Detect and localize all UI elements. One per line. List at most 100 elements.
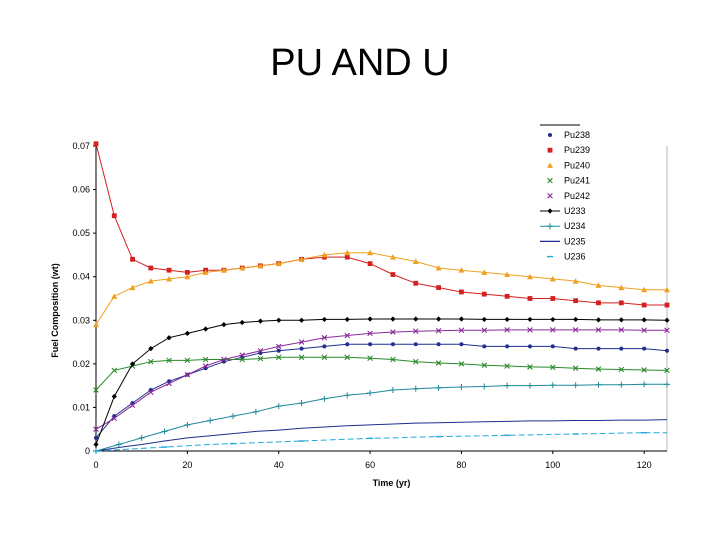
legend-label-u236: U236 [564,252,586,262]
data-point-pu239 [459,289,464,295]
y-tick-label: 0.06 [72,185,90,195]
data-point-pu238 [619,346,624,351]
data-point-pu241 [504,363,510,369]
legend-label-pu240: Pu240 [564,160,590,170]
data-point-u234 [526,382,533,389]
data-point-pu242 [93,426,99,433]
data-point-u233 [458,316,465,322]
data-point-pu239 [184,269,190,275]
data-point-pu242 [239,352,245,358]
data-point-pu240 [618,284,625,291]
series-line-pu242 [95,329,667,430]
data-point-pu240 [344,249,351,256]
data-point-pu242 [504,327,510,333]
data-point-pu241 [390,356,396,363]
data-point-u233 [111,393,117,400]
series-pu241 [93,354,670,393]
data-point-u234 [252,408,259,415]
legend-item-u234: U234 [540,221,586,231]
data-point-pu242 [664,327,670,334]
series-line-u233 [95,318,668,445]
legend-item-u236: U236 [547,252,586,262]
data-point-pu238 [642,346,647,351]
data-point-u234 [298,400,305,407]
data-point-pu241 [111,367,118,374]
x-tick-label: 20 [182,460,192,470]
data-point-pu242 [618,327,625,333]
data-point-u233 [664,317,670,323]
legend-item-pu240: Pu240 [547,160,590,170]
data-point-pu240 [298,256,305,262]
data-point-u234 [458,383,465,390]
legend-swatch-u234 [547,223,553,230]
data-point-pu242 [257,347,264,354]
data-point-pu241 [435,360,442,366]
x-axis-label: Time (yr) [373,478,411,488]
data-point-u234 [641,381,648,388]
x-tick-label: 0 [93,460,98,470]
data-point-pu241 [595,366,602,372]
data-point-pu241 [202,356,209,363]
data-point-u234 [344,392,351,399]
data-point-pu242 [481,327,488,334]
legend-label-pu239: Pu239 [564,145,590,155]
data-point-u233 [129,361,136,367]
data-point-pu239 [367,261,373,267]
data-point-pu240 [641,286,648,293]
legend-item-pu239: Pu239 [547,145,590,155]
data-point-u233 [413,316,419,322]
data-point-u234 [321,395,328,402]
data-point-u234 [207,417,214,424]
data-point-pu238 [596,346,601,351]
data-point-pu240 [458,267,465,273]
data-point-u233 [436,316,442,322]
series-line-u236 [95,432,667,452]
data-point-pu238 [322,344,327,349]
data-point-pu241 [572,365,579,372]
data-point-pu239 [664,302,670,308]
data-point-pu238 [459,342,464,347]
data-point-u234 [367,390,374,397]
data-point-pu242 [412,328,419,334]
data-point-pu239 [573,298,579,304]
data-point-pu240 [572,278,579,284]
data-point-pu241 [344,354,351,361]
data-point-pu238 [505,344,510,349]
data-point-pu240 [129,284,136,291]
data-point-pu240 [664,286,670,293]
data-point-pu241 [618,366,625,373]
y-tick-label: 0.03 [72,315,90,325]
legend-item-pu238: Pu238 [548,130,590,140]
data-point-u233 [481,316,487,323]
series-layer [93,141,670,454]
data-point-u233 [298,317,305,323]
data-point-u233 [367,316,373,322]
data-point-pu242 [458,327,465,334]
legend-swatch-pu241 [547,177,553,184]
y-tick-label: 0.01 [72,402,90,412]
series-line-pu239 [95,143,667,306]
data-point-pu241 [550,364,556,371]
legend-label-pu238: Pu238 [564,130,590,140]
data-point-pu241 [458,361,465,367]
data-point-pu242 [298,339,305,345]
data-point-pu240 [549,275,556,282]
data-point-pu238 [413,342,418,347]
legend-label-u233: U233 [564,206,586,216]
y-tick-label: 0.05 [72,228,90,238]
data-point-pu239 [166,267,172,273]
chart-axes: 0 0.01 0.02 0.03 0.04 0.05 0.06 0.07 0 20 40 60 80 10… [72,141,668,470]
data-point-u234 [138,434,145,441]
data-point-u234 [275,403,282,410]
data-point-pu241 [166,357,172,364]
data-point-u233 [641,317,647,323]
data-point-pu240 [275,260,282,267]
data-point-u234 [115,441,122,448]
x-tick-label: 120 [637,460,652,470]
data-point-pu239 [390,272,396,277]
legend-swatch-pu239 [547,147,553,153]
y-tick-label: 0.04 [72,272,90,282]
data-point-pu240 [93,321,99,328]
data-point-u234 [161,428,168,435]
data-point-u233 [93,441,99,448]
